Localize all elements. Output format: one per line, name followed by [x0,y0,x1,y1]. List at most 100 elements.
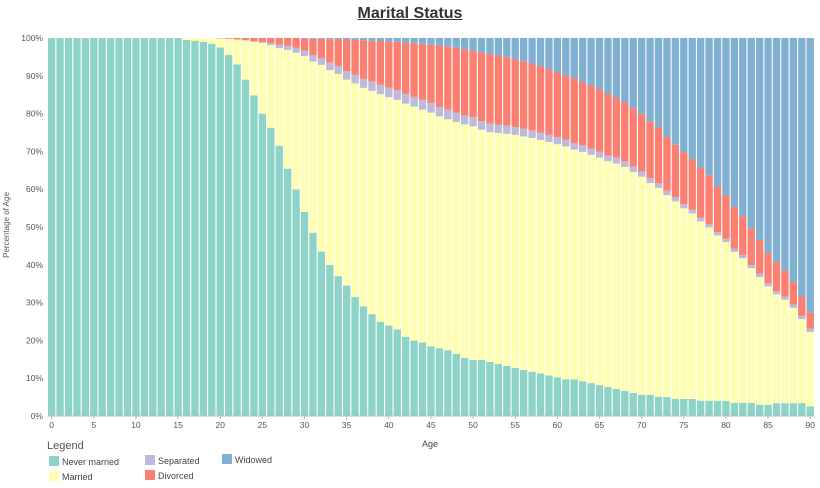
bar-segment-divorced [553,71,562,138]
x-tick-label: 75 [679,420,689,430]
bar-segment-separated [461,115,469,125]
bar-segment-never-married [267,127,275,416]
bar-segment-separated [275,44,283,49]
bar-segment-never-married [81,38,90,416]
legend-label: Divorced [158,471,194,481]
bar-segment-widowed [511,38,519,60]
bar-segment-divorced [663,137,671,191]
bar-segment-married [300,56,309,212]
bar-segment-never-married [553,377,562,416]
bar-segment-separated [494,124,503,133]
bar-segment-divorced [427,44,435,104]
bar-segment-married [688,213,696,399]
bar-segment-separated [798,315,806,320]
bar-segment-never-married [663,397,671,416]
bar-segment-married [680,208,688,399]
bar-segment-married [579,151,587,382]
bar-segment-never-married [48,38,56,416]
bar-segment-divorced [334,39,342,66]
bar-segment-widowed [343,38,351,40]
bar-segment-separated [772,291,781,295]
bar-segment-separated [646,178,654,184]
bar-segment-married [317,64,326,252]
bar-segment-divorced [359,40,368,79]
bar-segment-married [182,38,191,40]
bar-segment-divorced [486,54,494,124]
bar-segment-never-married [343,285,351,416]
bar-segment-married [250,41,258,96]
bar-segment-never-married [697,400,705,416]
bar-segment-married [545,141,553,376]
bar-segment-divorced [503,57,511,126]
bar-segment-divorced [385,41,393,88]
bar-segment-never-married [486,361,494,416]
x-tick-label: 15 [173,420,183,430]
bar-segment-widowed [477,38,486,53]
bar-segment-widowed [503,38,511,58]
bar-segment-separated [351,74,359,84]
bar-segment-married [435,116,444,349]
bar-segment-divorced [284,38,292,46]
bar-segment-divorced [646,121,654,179]
legend-label: Married [62,472,93,482]
bar-segment-never-married [233,64,241,417]
y-tick-label: 10% [26,373,43,383]
bar-segment-separated [680,204,688,209]
bar-segment-divorced [545,69,553,135]
bar-segment-married [772,294,781,404]
bar-segment-widowed [326,38,334,40]
bar-segment-never-married [680,398,688,416]
bar-segment-married [612,163,621,389]
bar-segment-divorced [267,38,275,43]
bar-segment-widowed [351,38,359,40]
bar-segment-divorced [300,38,309,51]
bar-segment-separated [570,142,578,150]
bar-segment-never-married [149,38,157,416]
bar-segment-never-married [418,342,427,416]
bar-segment-separated [806,328,814,332]
bar-segment-married [756,277,764,405]
bar-segment-separated [334,65,342,74]
bar-segment-married [199,38,208,42]
bar-segment-never-married [764,404,772,416]
bar-segment-married [427,112,435,347]
x-tick-label: 65 [595,420,605,430]
x-tick-label: 60 [553,420,563,430]
bar-segment-married [604,161,612,388]
bar-segment-divorced [638,113,646,172]
bar-segment-married [621,166,629,391]
bar-segment-married [570,149,578,380]
bar-segment-never-married [98,38,106,416]
bar-segment-never-married [604,387,612,416]
bar-segment-married [511,134,519,368]
bar-segment-divorced [587,85,595,149]
bar-segment-married [385,97,393,326]
bar-segment-separated [629,166,637,172]
bar-segment-separated [587,148,595,155]
bar-segment-never-married [806,406,814,416]
bar-segment-widowed [486,38,494,55]
bar-segment-separated [545,134,553,142]
bar-segment-divorced [317,38,326,59]
bar-segment-divorced [511,59,519,128]
bar-segment-divorced [444,46,452,110]
bar-segment-widowed [410,38,418,44]
bar-segment-widowed [376,38,385,42]
bar-segment-never-married [157,38,165,416]
bar-segment-divorced [393,41,401,91]
bar-segment-widowed [629,38,637,109]
legend: Legend Never married Married Separated D… [47,440,347,485]
bar-segment-married [536,139,545,374]
bar-segment-widowed [570,38,578,79]
bar-segment-married [343,79,351,286]
bar-segment-never-married [562,379,570,416]
bar-segment-never-married [477,359,486,416]
bar-segment-widowed [317,38,326,39]
bar-segment-married [747,268,755,404]
bar-segment-separated [444,109,452,120]
bar-segment-married [646,183,654,395]
bar-segment-separated [317,58,326,65]
bar-segment-married [334,73,342,277]
bar-segment-widowed [747,38,755,229]
bar-segment-divorced [730,207,739,249]
